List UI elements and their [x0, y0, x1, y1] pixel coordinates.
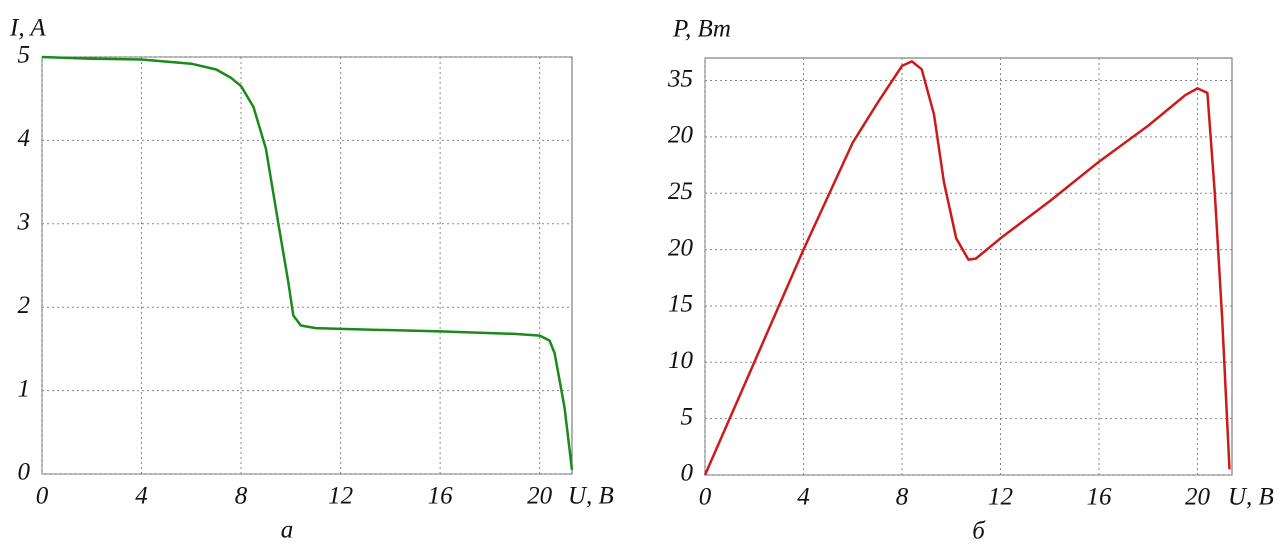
caption: а	[281, 517, 294, 544]
x-tick-label: 16	[428, 483, 454, 510]
y-tick-label: 0	[18, 459, 31, 486]
x-tick-label: 0	[699, 484, 712, 511]
x-tick-label: 4	[797, 484, 810, 511]
x-tick-label: 12	[988, 484, 1013, 511]
y-tick-label: 35	[667, 65, 693, 92]
data-line	[703, 60, 1231, 476]
y-tick-label: 1	[18, 375, 31, 402]
y-tick-label: 20	[668, 122, 694, 149]
y-tick-label: 20	[668, 234, 694, 261]
y-tick-label: 4	[18, 125, 31, 152]
x-tick-label: 20	[1185, 484, 1211, 511]
caption: б	[972, 518, 986, 545]
y-tick-label: 15	[668, 291, 693, 318]
y-tick-label: 10	[668, 347, 694, 374]
plot-frame	[704, 57, 1233, 476]
x-tick-label: 0	[36, 483, 49, 510]
y-tick-label: 2	[18, 292, 31, 319]
y-axis-label: P, Bт	[672, 16, 731, 43]
x-tick-label: 16	[1087, 484, 1113, 511]
y-axis-label: I, A	[9, 15, 46, 42]
y-tick-label: 0	[681, 460, 694, 487]
y-tick-label: 25	[668, 178, 693, 205]
x-axis-label: U, B	[568, 483, 614, 510]
x-tick-label: 8	[235, 483, 248, 510]
y-tick-label: 5	[681, 403, 694, 430]
x-tick-label: 20	[527, 483, 553, 510]
data-line	[41, 55, 574, 470]
x-tick-label: 8	[896, 484, 909, 511]
y-tick-label: 3	[17, 209, 31, 236]
y-tick-label: 5	[18, 42, 31, 69]
x-tick-label: 12	[328, 483, 353, 510]
plot-frame	[41, 56, 573, 475]
x-tick-label: 4	[135, 483, 148, 510]
x-axis-label: U, B	[1228, 484, 1274, 511]
